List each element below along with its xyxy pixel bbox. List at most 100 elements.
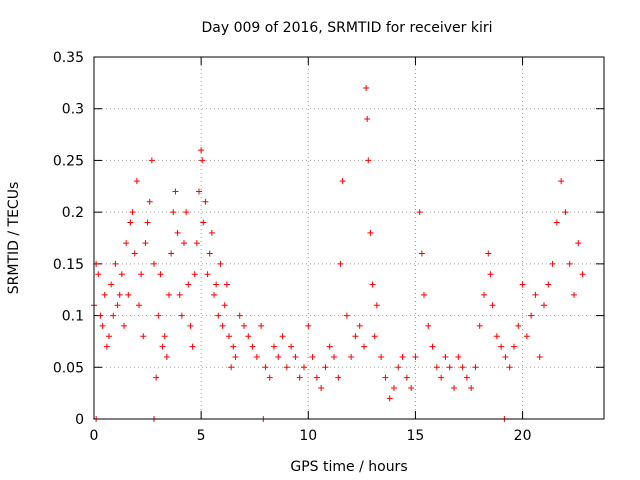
data-point — [230, 343, 237, 350]
data-point — [219, 322, 226, 329]
data-point — [429, 343, 436, 350]
data-point — [202, 198, 209, 205]
x-tick-label: 5 — [197, 428, 206, 444]
data-point — [326, 343, 333, 350]
data-point — [502, 353, 509, 360]
data-point — [416, 209, 423, 216]
data-point — [523, 333, 530, 340]
data-point — [215, 312, 222, 319]
data-point — [144, 219, 151, 226]
data-point — [103, 343, 110, 350]
data-point — [95, 271, 102, 278]
x-tick-label: 0 — [90, 428, 99, 444]
x-tick-label: 20 — [514, 428, 532, 444]
data-point — [146, 198, 153, 205]
data-point — [236, 312, 243, 319]
data-point — [463, 374, 470, 381]
data-point — [536, 353, 543, 360]
data-point — [204, 271, 211, 278]
data-point — [232, 353, 239, 360]
data-point — [241, 322, 247, 329]
y-tick-label: 0.25 — [53, 153, 84, 169]
data-point — [506, 364, 513, 371]
data-point — [114, 302, 121, 309]
data-point — [408, 384, 415, 391]
data-point — [399, 353, 406, 360]
data-point — [129, 209, 136, 216]
data-point — [226, 333, 232, 340]
data-point — [403, 374, 410, 381]
data-point — [364, 116, 371, 123]
data-point — [208, 229, 215, 236]
data-point — [178, 312, 185, 319]
data-point — [187, 322, 194, 329]
data-point — [305, 322, 312, 329]
data-point — [318, 384, 325, 391]
data-point — [172, 188, 179, 195]
data-point — [487, 271, 494, 278]
data-point — [367, 229, 374, 236]
data-point — [176, 291, 183, 298]
data-point — [391, 384, 397, 391]
y-tick-label: 0.1 — [62, 309, 84, 325]
data-point — [339, 178, 346, 185]
data-point — [213, 281, 220, 288]
data-point — [223, 281, 230, 288]
data-point — [245, 333, 252, 340]
data-point — [121, 322, 127, 329]
data-point — [451, 384, 457, 391]
data-point — [258, 322, 265, 329]
data-point — [365, 157, 372, 164]
data-point — [515, 322, 522, 329]
data-point — [545, 281, 552, 288]
data-point — [127, 219, 134, 226]
data-point — [361, 343, 367, 350]
data-point — [125, 291, 132, 298]
x-tick-label: 10 — [299, 428, 317, 444]
y-tick-label: 0.15 — [53, 257, 84, 273]
data-point — [211, 291, 217, 298]
data-point — [331, 353, 337, 360]
data-point — [142, 240, 149, 247]
data-point — [558, 178, 565, 185]
data-point — [228, 364, 235, 371]
data-point — [174, 229, 181, 236]
data-point — [279, 333, 286, 340]
data-point — [157, 271, 164, 278]
data-point — [446, 364, 453, 371]
x-axis-label: GPS time / hours — [290, 459, 407, 475]
data-point — [262, 364, 269, 371]
data-point — [191, 271, 198, 278]
data-point — [371, 333, 378, 340]
data-point — [562, 209, 569, 216]
data-point — [528, 312, 535, 319]
data-point — [221, 302, 228, 309]
data-point — [476, 322, 483, 329]
data-point — [309, 353, 316, 360]
data-point — [189, 343, 196, 350]
data-point — [313, 374, 320, 381]
y-tick-label: 0.2 — [62, 205, 84, 221]
data-point — [438, 374, 445, 381]
data-point — [485, 250, 492, 257]
data-point — [138, 271, 145, 278]
data-point — [200, 219, 207, 226]
data-point — [118, 271, 125, 278]
data-point — [196, 188, 202, 195]
data-point — [99, 322, 106, 329]
data-point — [110, 312, 117, 319]
data-point — [549, 260, 556, 267]
data-point — [266, 374, 273, 381]
data-point — [97, 312, 104, 319]
data-point — [511, 343, 517, 350]
data-point — [123, 240, 130, 247]
data-point — [369, 281, 376, 288]
grid — [93, 56, 604, 420]
data-point — [395, 364, 402, 371]
x-tick-label: 15 — [407, 428, 425, 444]
data-point — [161, 333, 168, 340]
data-point — [271, 343, 277, 350]
plot-frame — [93, 56, 605, 420]
data-point — [352, 333, 359, 340]
